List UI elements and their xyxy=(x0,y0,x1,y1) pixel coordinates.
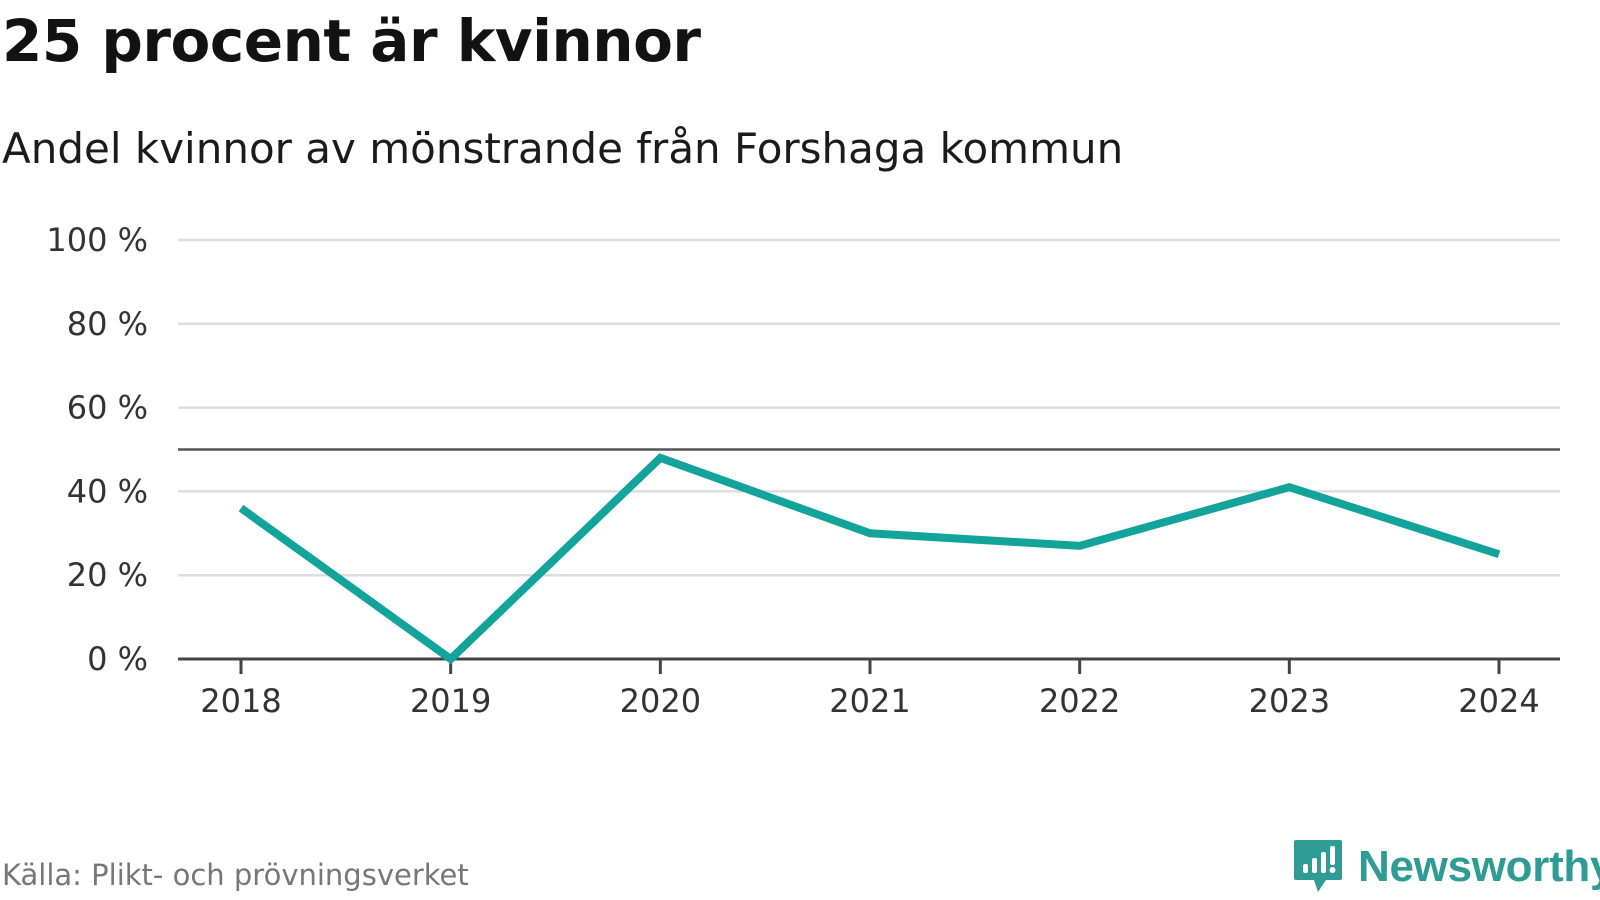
x-tick-label: 2024 xyxy=(1458,682,1539,720)
brand-logo[interactable]: Newsworthy xyxy=(1292,838,1600,896)
data-point xyxy=(869,532,871,534)
chart-subtitle: Andel kvinnor av mönstrande från Forshag… xyxy=(2,124,1124,173)
x-tick-label: 2019 xyxy=(410,682,491,720)
y-tick-label: 20 % xyxy=(67,556,148,594)
series-line xyxy=(238,453,1501,665)
x-tick-label: 2020 xyxy=(620,682,701,720)
chart-speech-bubble-icon xyxy=(1294,840,1342,892)
data-point xyxy=(1288,486,1290,488)
data-point xyxy=(659,457,661,459)
x-tick-label: 2023 xyxy=(1249,682,1330,720)
x-tick-label: 2022 xyxy=(1039,682,1120,720)
y-tick-label: 0 % xyxy=(87,640,148,678)
grid-lines xyxy=(178,238,1560,577)
y-tick-label: 100 % xyxy=(46,221,148,259)
y-tick-label: 60 % xyxy=(67,389,148,427)
y-tick-label: 80 % xyxy=(67,305,148,343)
data-point xyxy=(450,658,452,660)
x-tick-label: 2021 xyxy=(829,682,910,720)
data-point xyxy=(1498,553,1500,555)
source-note: Källa: Plikt- och prövningsverket xyxy=(2,858,469,892)
data-point xyxy=(240,507,242,509)
tick-labels: 0 % 20 % 40 % 60 % 80 % 100 % 2018 2019 2020 2021… xyxy=(46,221,1539,720)
y-tick-label: 40 % xyxy=(67,472,148,510)
data-point xyxy=(1079,545,1081,547)
chart-title: 25 procent är kvinnor xyxy=(2,7,701,75)
axes xyxy=(178,657,1560,674)
x-tick-label: 2018 xyxy=(200,682,281,720)
brand-name: Newsworthy xyxy=(1358,842,1600,891)
series-group xyxy=(238,453,1501,665)
